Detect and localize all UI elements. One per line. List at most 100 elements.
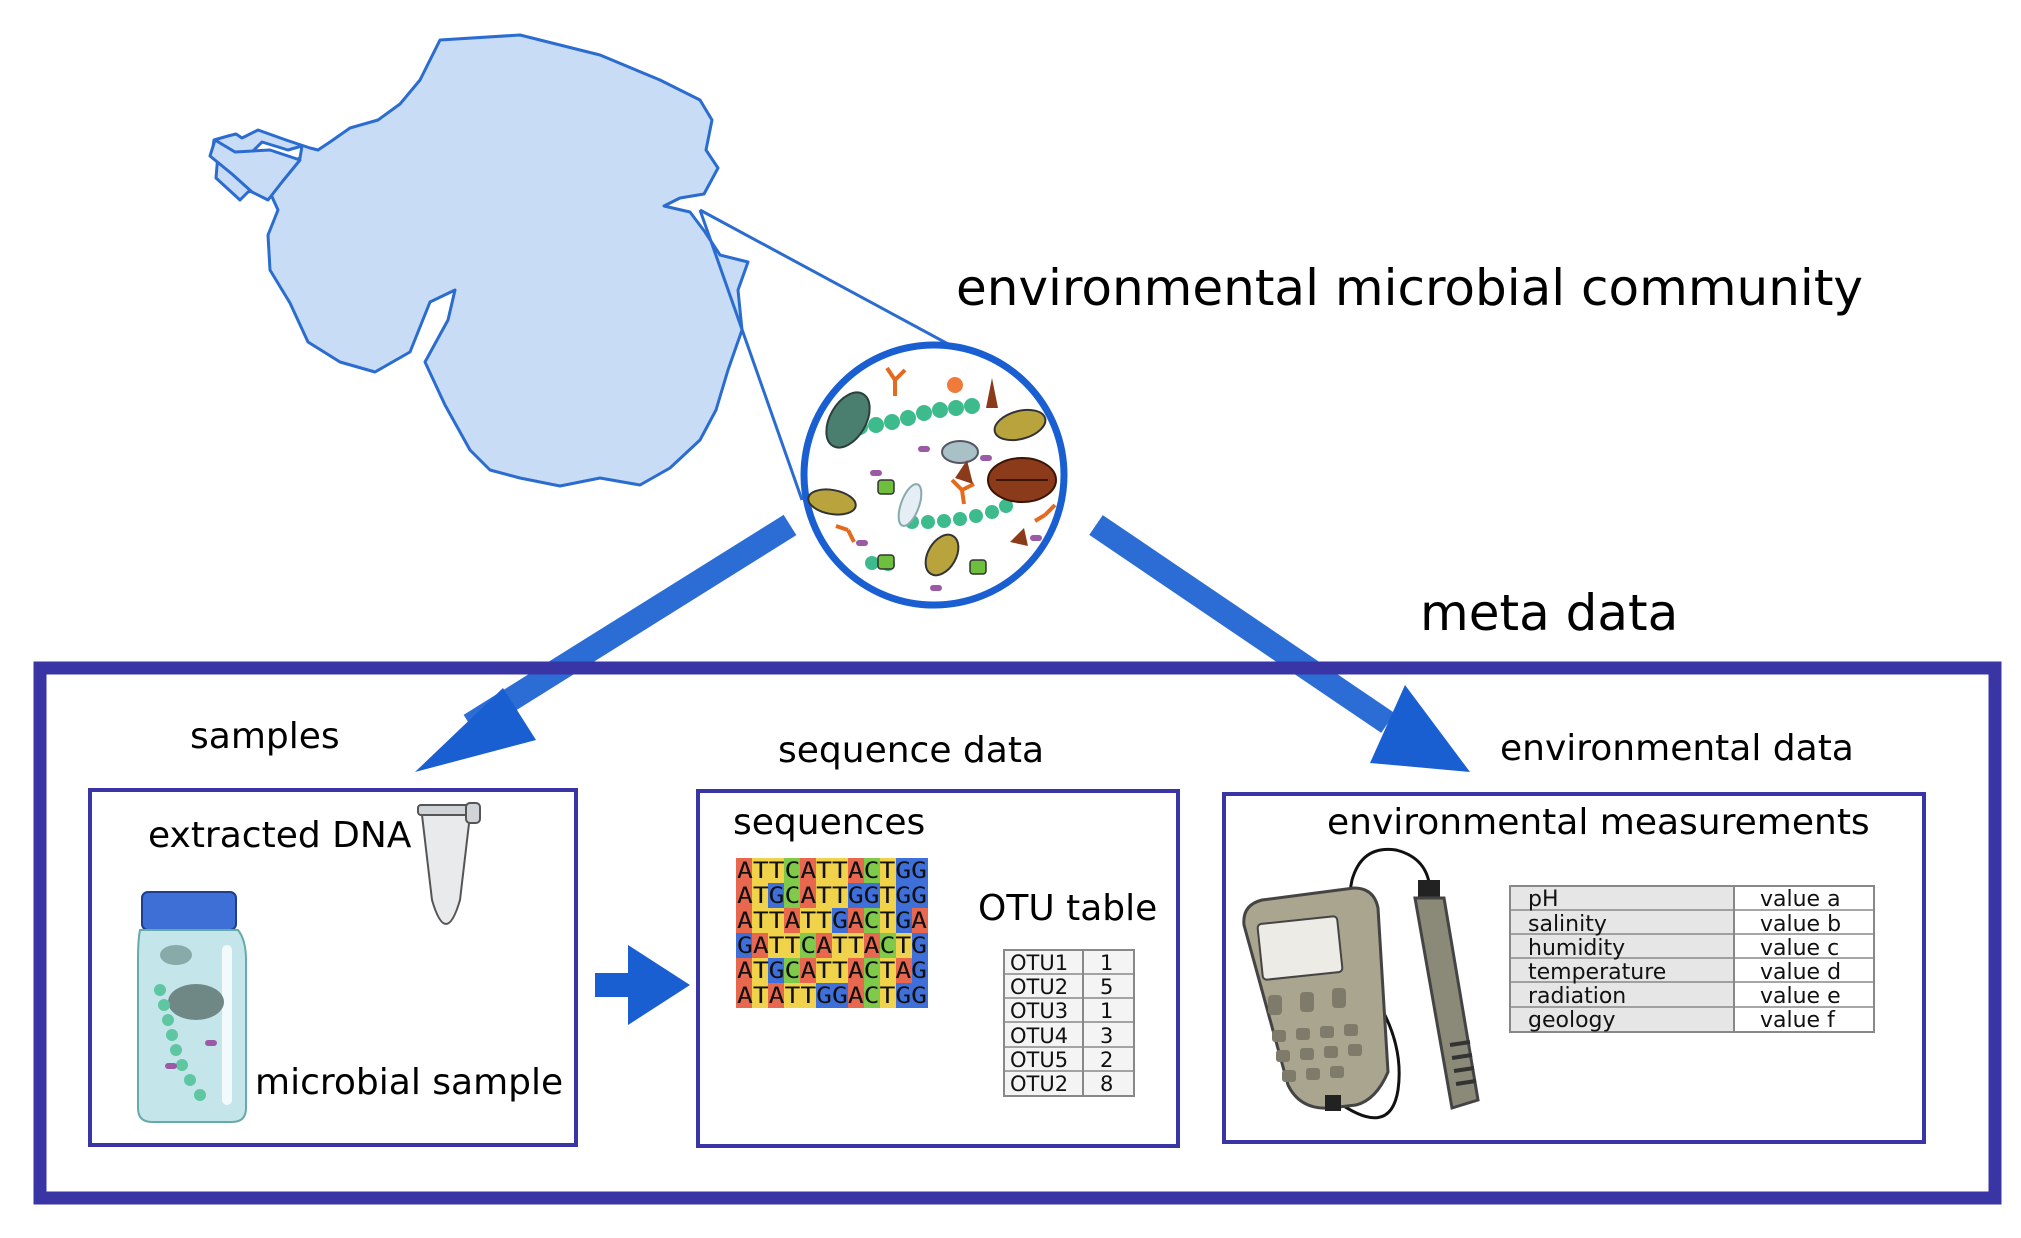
- sequence-text: ATTCATTACTGG: [737, 859, 927, 884]
- nucleotide-cell: [896, 908, 912, 933]
- eppendorf-tube-icon: [417, 802, 481, 925]
- nucleotide-cell: [768, 908, 784, 933]
- nucleotide-cell: [800, 983, 816, 1008]
- nucleotide-cell: [896, 933, 912, 958]
- otu-cell: OTU2: [1010, 1072, 1068, 1096]
- nucleotide-cell: [816, 958, 832, 983]
- nucleotide-cell: [880, 883, 896, 908]
- nucleotide-cell: [880, 958, 896, 983]
- nucleotide-cell: [816, 933, 832, 958]
- nucleotide-cell: [736, 858, 752, 883]
- nucleotide-cell: [848, 983, 864, 1008]
- nucleotide-cell: [752, 983, 768, 1008]
- param-cell: humidity: [1528, 936, 1625, 961]
- nucleotide-cell: [912, 908, 928, 933]
- sequence-text: ATATTGGACTGG: [737, 984, 927, 1009]
- nucleotide-cell: [752, 933, 768, 958]
- sequence-alignment: ATTCATTACTGGATGCATTGGTGGATTATTGACTGAGATT…: [736, 858, 928, 1009]
- otu-count-cell: 3: [1100, 1024, 1113, 1048]
- nucleotide-cell: [912, 933, 928, 958]
- nucleotide-cell: [752, 958, 768, 983]
- nucleotide-cell: [800, 883, 816, 908]
- nucleotide-cell: [912, 858, 928, 883]
- samples-box: [88, 788, 578, 1147]
- nucleotide-cell: [832, 983, 848, 1008]
- green-microbe-icon: [877, 479, 987, 575]
- sequence-row: ATTCATTACTGG: [736, 858, 928, 884]
- param-cell: radiation: [1528, 984, 1626, 1009]
- fungus-icon: [835, 366, 1057, 543]
- microbial-sample-label: microbial sample: [255, 1062, 563, 1103]
- zoom-line-lower: [698, 209, 804, 501]
- otu-count-cell: 1: [1100, 951, 1113, 975]
- extracted-dna-label: extracted DNA: [148, 815, 412, 856]
- meta-data-label: meta data: [1420, 584, 1678, 642]
- nucleotide-cell: [800, 933, 816, 958]
- nucleotide-cell: [864, 983, 880, 1008]
- sequence-text: ATGCATTACTAG: [737, 959, 927, 984]
- arrow-to-environmental-data: [1089, 515, 1470, 772]
- nucleotide-cell: [816, 983, 832, 1008]
- nucleotide-cell: [816, 908, 832, 933]
- nucleotide-cell: [896, 983, 912, 1008]
- protist-icon: [897, 440, 979, 527]
- environmental-data-label: environmental data: [1500, 728, 1854, 769]
- nucleotide-cell: [736, 908, 752, 933]
- nucleotide-cell: [912, 983, 928, 1008]
- nucleotide-cell: [752, 883, 768, 908]
- nucleotide-cell: [832, 858, 848, 883]
- diatom-icon: [807, 408, 1047, 577]
- otu-count-cell: 1: [1100, 999, 1113, 1023]
- nucleotide-cell: [880, 908, 896, 933]
- sequence-row: ATGCATTGGTGG: [736, 883, 928, 909]
- param-cell: geology: [1528, 1008, 1616, 1033]
- otu-count-cell: 2: [1100, 1048, 1113, 1072]
- param-cell: pH: [1528, 887, 1559, 912]
- nucleotide-cell: [864, 908, 880, 933]
- nucleotide-cell: [784, 933, 800, 958]
- nucleotide-cell: [736, 983, 752, 1008]
- environmental-table: pH value a salinity value b humidity val…: [1509, 885, 1875, 1033]
- nucleotide-cell: [768, 983, 784, 1008]
- nucleotide-cell: [912, 958, 928, 983]
- nucleotide-cell: [896, 958, 912, 983]
- microbial-community-circle: [800, 341, 1068, 609]
- nucleotide-cell: [752, 908, 768, 933]
- nematode-icon: [825, 391, 871, 449]
- nucleotide-cell: [832, 883, 848, 908]
- nucleotide-cell: [768, 858, 784, 883]
- nucleotide-cell: [784, 983, 800, 1008]
- nucleotide-cell: [864, 958, 880, 983]
- nucleotide-cell: [880, 858, 896, 883]
- value-cell: value f: [1760, 1008, 1836, 1033]
- nucleotide-cell: [784, 858, 800, 883]
- sequence-row: GATTCATTACTG: [736, 933, 928, 959]
- microbe-chain-icon: [852, 398, 1013, 571]
- arrow-to-samples: [415, 514, 797, 772]
- rotifer-icon: [955, 378, 1028, 546]
- nucleotide-cell: [816, 858, 832, 883]
- sequence-row: ATTATTGACTGA: [736, 908, 928, 934]
- nucleotide-cell: [768, 933, 784, 958]
- nucleotide-cell: [752, 858, 768, 883]
- nucleotide-cell: [864, 933, 880, 958]
- sequence-data-box: [696, 789, 1180, 1148]
- otu-cell: OTU1: [1010, 951, 1068, 975]
- probe-meter-icon: [1242, 847, 1480, 1120]
- environmental-data-box: [1222, 792, 1926, 1144]
- nucleotide-cell: [864, 858, 880, 883]
- nucleotide-cell: [864, 883, 880, 908]
- nucleotide-cell: [896, 883, 912, 908]
- meta-data-frame: [33, 661, 2002, 1205]
- nucleotide-cell: [832, 908, 848, 933]
- value-cell: value d: [1760, 960, 1841, 985]
- otu-table: OTU1 1 OTU2 5 OTU3 1 OTU4 3 OTU5 2 OTU2 …: [1003, 949, 1135, 1097]
- param-cell: salinity: [1528, 912, 1607, 937]
- sequence-text: ATGCATTGGTGG: [737, 884, 927, 909]
- diagram-title: environmental microbial community: [956, 259, 1863, 317]
- value-cell: value c: [1760, 936, 1839, 961]
- nucleotide-cell: [848, 908, 864, 933]
- param-cell: temperature: [1528, 960, 1666, 985]
- otu-count-cell: 5: [1100, 975, 1113, 999]
